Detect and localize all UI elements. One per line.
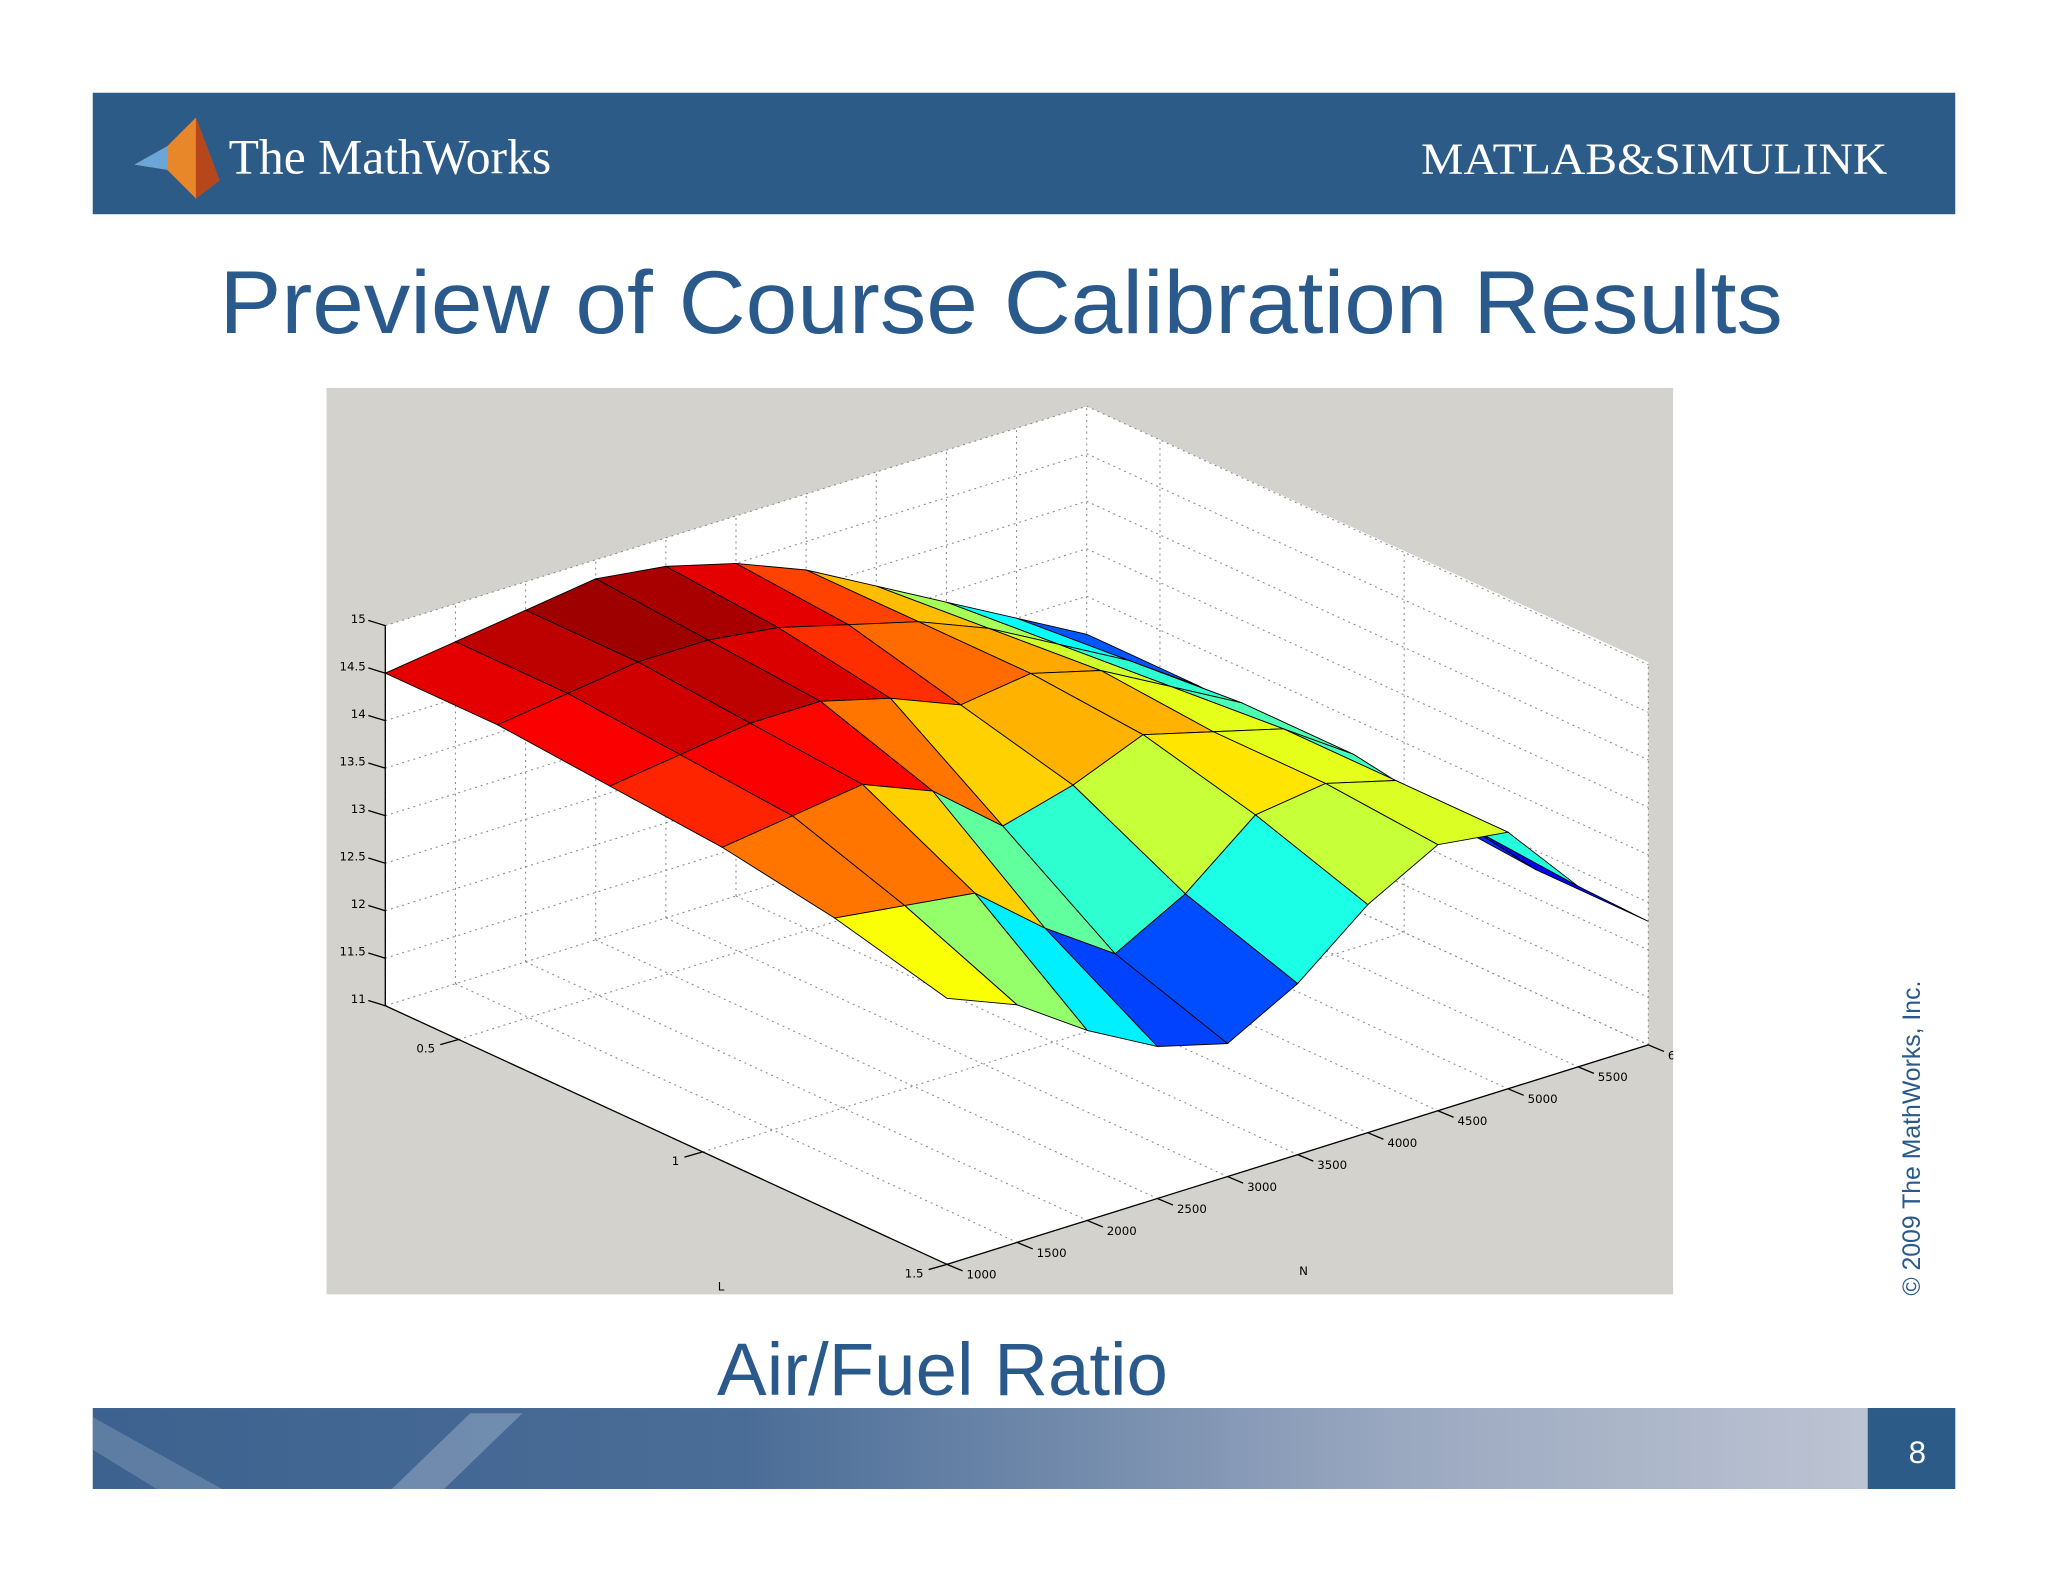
z-tick <box>368 619 386 627</box>
x-tick-label: 2000 <box>1107 1224 1137 1238</box>
x-tick-label: 4500 <box>1458 1114 1488 1128</box>
page-number-box <box>1867 1408 1956 1489</box>
x-tick <box>1086 1219 1104 1228</box>
y-tick <box>440 1038 459 1046</box>
x-tick-label: 3000 <box>1247 1180 1277 1194</box>
footer-streak <box>391 1413 523 1489</box>
z-tick-label: 14.5 <box>340 660 366 674</box>
header-bar <box>92 92 1956 215</box>
z-tick <box>368 714 386 722</box>
x-tick <box>1016 1241 1034 1250</box>
x-tick <box>1577 1066 1595 1074</box>
x-tick <box>1367 1132 1384 1140</box>
slide-title: Preview of Course Calibration Results <box>219 253 1782 352</box>
x-tick <box>1437 1110 1454 1118</box>
z-tick <box>368 667 386 674</box>
logo-icon <box>134 117 220 199</box>
z-tick <box>368 904 386 912</box>
logo-text: The MathWorks <box>229 130 552 185</box>
footer-bar <box>92 1408 1956 1489</box>
z-tick-label: 12.5 <box>340 850 366 864</box>
caption: Air/Fuel Ratio <box>717 1328 1168 1411</box>
z-tick <box>368 999 386 1007</box>
z-tick <box>368 857 386 864</box>
x-tick <box>1507 1088 1524 1096</box>
z-tick <box>368 952 386 959</box>
copyright: © 2009 The MathWorks, Inc. <box>1899 981 1926 1296</box>
x-tick-label: 5000 <box>1528 1092 1558 1106</box>
x-tick <box>1297 1154 1314 1162</box>
x-tick-label: 3500 <box>1317 1158 1347 1172</box>
y-tick <box>928 1263 948 1271</box>
x-tick <box>1157 1197 1174 1206</box>
x-tick-label: 1000 <box>967 1268 997 1282</box>
y-tick <box>684 1151 703 1158</box>
x-tick-label: 4000 <box>1387 1136 1417 1150</box>
z-tick <box>368 762 386 769</box>
x-tick-label: 1500 <box>1037 1246 1067 1260</box>
z-tick <box>368 809 386 817</box>
z-tick-label: 15 <box>351 612 366 626</box>
x-tick <box>1648 1044 1665 1053</box>
grid-line <box>385 405 1087 627</box>
x-tick <box>1227 1175 1244 1184</box>
z-tick-label: 13.5 <box>340 755 366 769</box>
surface-face <box>833 905 1019 1006</box>
x-tick-label: 2500 <box>1177 1202 1207 1216</box>
z-tick-label: 14 <box>351 707 366 721</box>
z-tick-label: 13 <box>351 802 366 816</box>
y-tick-label: 1 <box>672 1154 679 1168</box>
y-tick-label: 1.5 <box>905 1266 924 1280</box>
x-tick-label: 5500 <box>1598 1070 1628 1084</box>
grid-line <box>385 453 1087 674</box>
footer-streak <box>92 1417 223 1489</box>
y-tick-label: 0.5 <box>416 1042 435 1056</box>
z-tick-label: 12 <box>351 897 366 911</box>
grid-line <box>385 548 1087 769</box>
x-tick <box>946 1263 963 1272</box>
z-tick-label: 11 <box>351 992 366 1006</box>
x-tick-label: 6000 <box>1668 1048 1698 1062</box>
brand-text: MATLAB&SIMULINK <box>1421 134 1887 184</box>
z-tick-label: 11.5 <box>340 945 366 959</box>
grid-line <box>385 500 1087 722</box>
x-axis-label: N <box>1299 1264 1308 1278</box>
page-number: 8 <box>1909 1435 1926 1470</box>
y-axis-label: L <box>718 1279 725 1293</box>
axis-line <box>385 1005 948 1265</box>
